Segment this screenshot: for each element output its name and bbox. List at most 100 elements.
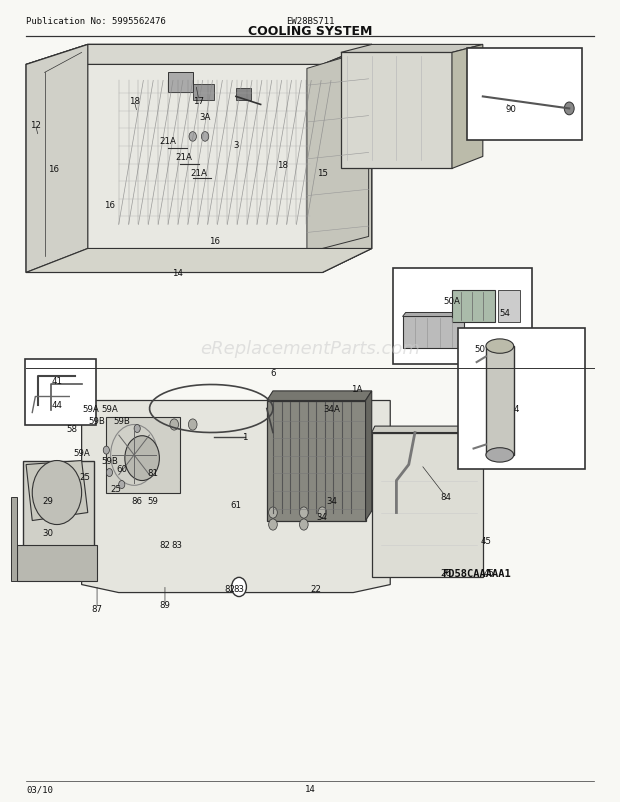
Circle shape: [189, 132, 197, 142]
Polygon shape: [307, 51, 369, 253]
Text: 82: 82: [224, 585, 235, 593]
Polygon shape: [452, 290, 495, 322]
Bar: [393, 269, 532, 365]
Circle shape: [134, 425, 140, 433]
Text: 3A: 3A: [200, 113, 211, 122]
Polygon shape: [402, 313, 467, 317]
Polygon shape: [26, 249, 372, 273]
Circle shape: [125, 436, 159, 481]
Text: 82: 82: [159, 541, 170, 549]
Text: 59B: 59B: [113, 416, 130, 426]
Circle shape: [106, 469, 112, 477]
Text: 1A: 1A: [350, 384, 362, 394]
Text: 21A: 21A: [190, 168, 207, 178]
Polygon shape: [26, 46, 372, 65]
Bar: [498, 290, 520, 322]
Text: 45: 45: [484, 569, 495, 577]
Text: 86: 86: [131, 496, 143, 505]
Text: 41: 41: [51, 376, 63, 386]
Polygon shape: [366, 391, 372, 520]
Text: 34A: 34A: [323, 404, 340, 414]
Circle shape: [170, 419, 179, 431]
Text: 84: 84: [440, 492, 451, 501]
Text: 21A: 21A: [159, 137, 177, 146]
Text: 83: 83: [234, 585, 244, 593]
Circle shape: [232, 577, 246, 597]
Text: 14: 14: [172, 269, 183, 277]
Text: 34: 34: [326, 496, 337, 505]
Polygon shape: [372, 427, 488, 433]
Polygon shape: [322, 46, 372, 273]
Circle shape: [32, 461, 82, 525]
Text: 16: 16: [104, 200, 115, 209]
Text: 90: 90: [505, 105, 516, 114]
Polygon shape: [267, 401, 366, 520]
Text: 50: 50: [474, 345, 485, 354]
Text: 83: 83: [172, 541, 183, 549]
Circle shape: [268, 508, 277, 518]
Text: Publication No: 5995562476: Publication No: 5995562476: [26, 17, 166, 26]
Circle shape: [202, 132, 209, 142]
Ellipse shape: [486, 339, 514, 354]
Polygon shape: [11, 497, 17, 581]
Polygon shape: [267, 391, 372, 401]
Text: 16: 16: [209, 237, 220, 245]
Text: 25: 25: [79, 472, 91, 481]
Circle shape: [188, 419, 197, 431]
Text: 81: 81: [147, 468, 158, 477]
Polygon shape: [452, 46, 483, 169]
Bar: [168, 73, 193, 93]
Circle shape: [129, 449, 139, 462]
Circle shape: [318, 508, 327, 518]
Text: 4: 4: [514, 404, 520, 414]
Text: 44: 44: [51, 400, 63, 410]
Text: 21A: 21A: [175, 152, 192, 162]
Text: 89: 89: [159, 601, 170, 610]
Text: 59B: 59B: [101, 456, 118, 465]
Text: COOLING SYSTEM: COOLING SYSTEM: [248, 26, 372, 38]
Text: 22: 22: [311, 585, 322, 593]
Text: 1: 1: [242, 432, 248, 441]
Text: 12: 12: [30, 121, 41, 130]
Circle shape: [564, 103, 574, 115]
Text: 15: 15: [317, 168, 328, 178]
Bar: [193, 85, 215, 101]
Text: 18: 18: [277, 160, 288, 170]
Text: 3: 3: [233, 141, 239, 150]
Text: 45: 45: [480, 537, 492, 545]
Text: 54: 54: [499, 309, 510, 318]
Text: 26: 26: [440, 569, 451, 577]
Ellipse shape: [486, 448, 514, 463]
Polygon shape: [82, 401, 390, 593]
Polygon shape: [106, 417, 180, 493]
Text: 60: 60: [116, 464, 127, 473]
Text: FD58CAAAAA1: FD58CAAAAA1: [442, 568, 511, 577]
Text: eReplacementParts.com: eReplacementParts.com: [200, 340, 420, 358]
Text: 58: 58: [67, 424, 78, 433]
Polygon shape: [26, 46, 88, 273]
Circle shape: [118, 481, 125, 489]
Polygon shape: [486, 346, 514, 456]
Text: EW28BS711: EW28BS711: [286, 17, 334, 26]
Polygon shape: [341, 54, 452, 169]
Text: 59A: 59A: [82, 404, 99, 414]
Text: 6: 6: [270, 369, 276, 378]
Polygon shape: [26, 46, 372, 273]
Text: 16: 16: [48, 164, 60, 174]
Text: 87: 87: [92, 604, 102, 614]
Bar: [458, 329, 585, 469]
Text: 30: 30: [42, 529, 53, 537]
Polygon shape: [341, 46, 483, 54]
Polygon shape: [17, 545, 97, 581]
Circle shape: [104, 447, 109, 455]
Polygon shape: [23, 461, 94, 573]
Polygon shape: [402, 317, 464, 349]
Text: 59A: 59A: [73, 448, 90, 457]
Text: 59A: 59A: [101, 404, 118, 414]
Text: 29: 29: [42, 496, 53, 505]
Text: 17: 17: [193, 97, 205, 106]
Circle shape: [299, 519, 308, 530]
Circle shape: [299, 508, 308, 518]
Text: 61: 61: [231, 500, 241, 509]
Text: 50A: 50A: [443, 297, 461, 306]
